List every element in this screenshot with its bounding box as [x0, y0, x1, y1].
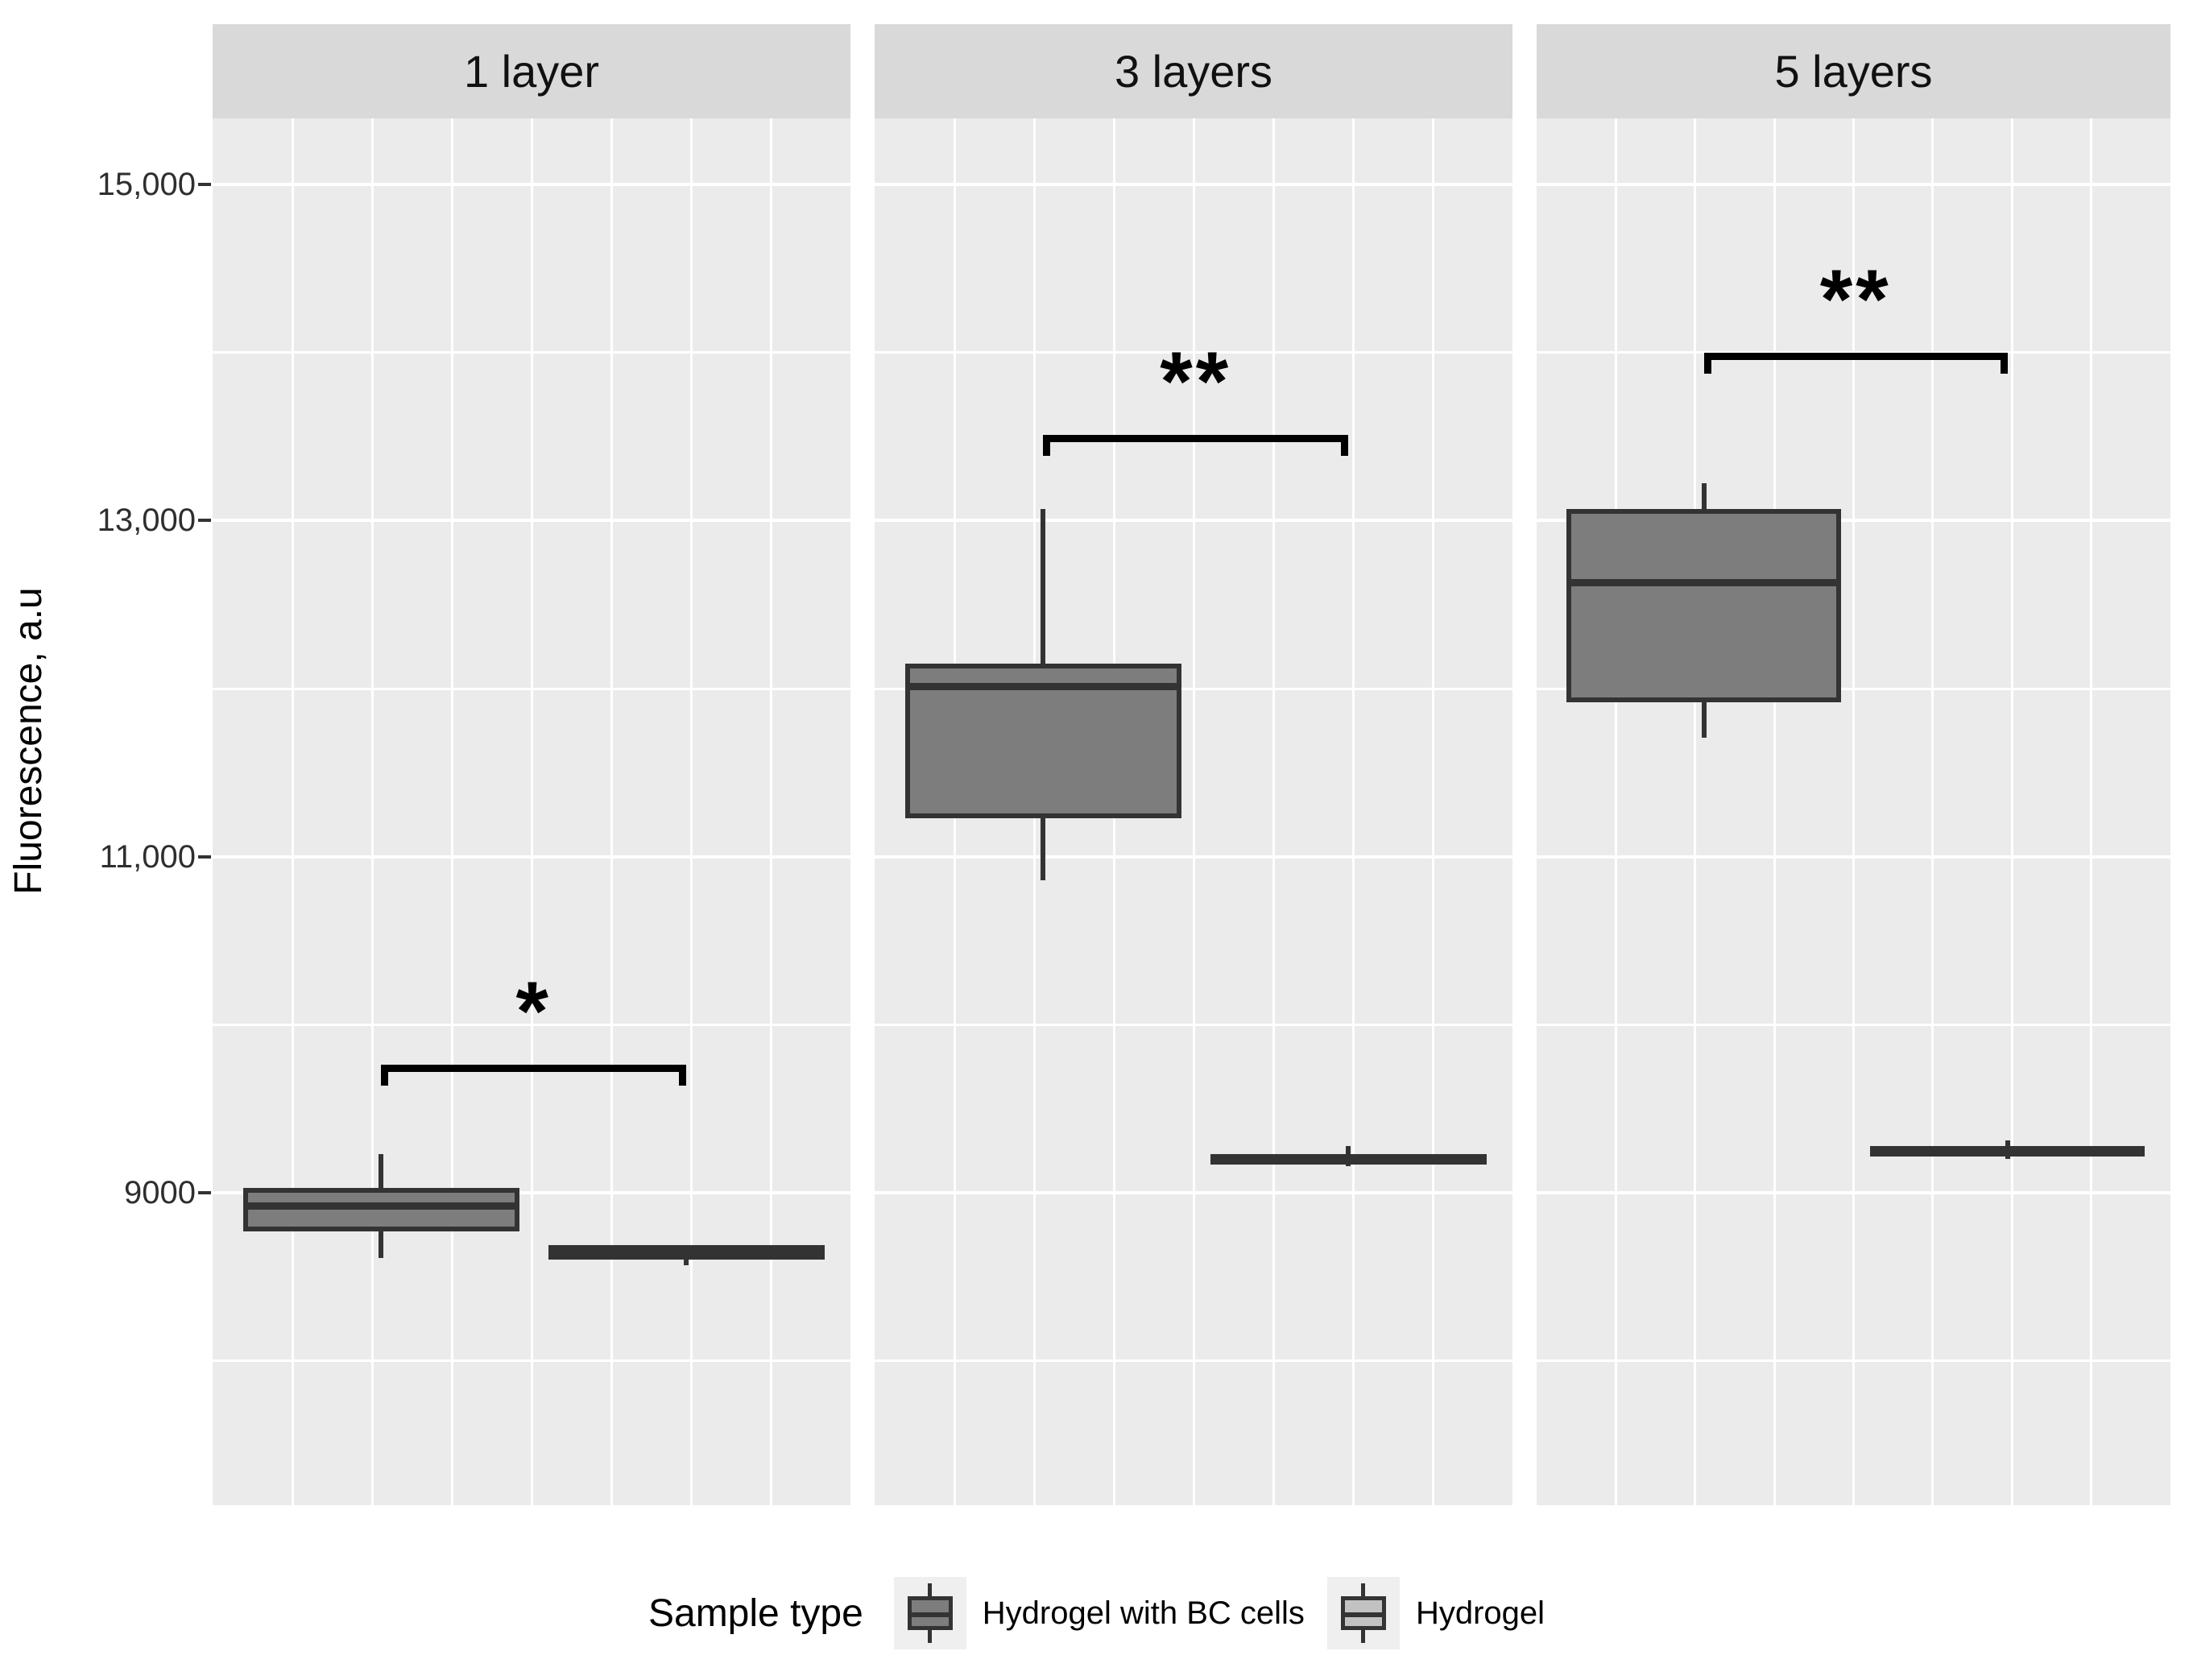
boxplot-hydrogel-with-bc-cells — [1566, 508, 1842, 702]
gridline-minor-8000 — [875, 1359, 1512, 1363]
gridline-minor-14000 — [213, 351, 850, 354]
gridline-major-13000 — [1537, 519, 2170, 523]
gridline-vertical — [689, 118, 693, 1505]
legend-key-box — [907, 1596, 953, 1630]
significance-label-1-layer: * — [515, 965, 552, 1059]
gridline-minor-12000 — [1537, 687, 2170, 690]
legend-entry-hydrogel-with-bc-cells: Hydrogel with BC cells — [893, 1577, 1305, 1649]
legend-key-hydrogel — [1326, 1577, 1400, 1649]
y-tick-label-11000: 11,000 — [99, 838, 196, 875]
boxplot-hydrogel — [1870, 1145, 2145, 1157]
gridline-major-11000 — [1537, 854, 2170, 859]
gridline-vertical — [1272, 118, 1275, 1505]
significance-bracket-3-layers — [1043, 434, 1349, 456]
gridline-vertical — [291, 118, 294, 1505]
legend-entry-label: Hydrogel — [1415, 1595, 1545, 1631]
gridline-major-11000 — [213, 854, 850, 859]
boxplot-hydrogel-with-bc-cells-median — [247, 1202, 515, 1210]
gridline-vertical — [1773, 118, 1776, 1505]
gridline-minor-14000 — [875, 351, 1512, 354]
gridline-major-9000 — [1537, 1191, 2170, 1194]
significance-label-3-layers: ** — [1160, 334, 1232, 428]
gridline-vertical — [1852, 118, 1855, 1505]
y-tick-mark-9000 — [198, 1191, 211, 1194]
gridline-major-9000 — [875, 1191, 1512, 1194]
gridline-vertical — [530, 118, 533, 1505]
legend-title: Sample type — [648, 1591, 863, 1635]
boxplot-hydrogel-with-bc-cells — [242, 1187, 519, 1231]
gridline-vertical — [1351, 118, 1355, 1505]
gridline-major-9000 — [213, 1191, 850, 1194]
gridline-minor-12000 — [213, 687, 850, 690]
facet-panel-1-layer: * — [213, 118, 850, 1505]
significance-label-5-layers: ** — [1819, 252, 1892, 346]
gridline-vertical — [450, 118, 453, 1505]
facet-strip-label: 5 layers — [1774, 46, 1933, 97]
gridline-minor-8000 — [213, 1359, 850, 1363]
legend-key-median — [1344, 1612, 1382, 1617]
y-tick-mark-15000 — [198, 183, 211, 186]
gridline-major-15000 — [1537, 183, 2170, 186]
boxplot-hydrogel — [1210, 1154, 1487, 1165]
y-tick-label-9000: 9000 — [124, 1175, 196, 1210]
legend-key-hydrogel-with-bc-cells — [893, 1577, 966, 1649]
gridline-vertical — [370, 118, 374, 1505]
facet-panel-5-layers: ** — [1537, 118, 2170, 1505]
gridline-minor-8000 — [1537, 1359, 2170, 1363]
legend-entry-hydrogel: Hydrogel — [1326, 1577, 1545, 1649]
gridline-major-15000 — [875, 183, 1512, 186]
gridline-minor-12000 — [875, 687, 1512, 690]
gridline-major-11000 — [875, 854, 1512, 859]
y-tick-label-13000: 13,000 — [97, 503, 196, 539]
gridline-minor-10000 — [875, 1023, 1512, 1026]
boxplot-hydrogel-median — [552, 1249, 820, 1257]
significance-bracket-5-layers — [1703, 352, 2008, 374]
gridline-major-13000 — [875, 519, 1512, 523]
y-tick-label-15000: 15,000 — [97, 167, 196, 202]
gridline-vertical — [1614, 118, 1617, 1505]
plot-area: 9000 11,000 13,000 15,000 1 layer * 3 layers **… — [97, 24, 2170, 1505]
facet-strip-label: 1 layer — [463, 46, 600, 97]
gridline-vertical — [1192, 118, 1195, 1505]
gridline-vertical — [2090, 118, 2093, 1505]
gridline-vertical — [1431, 118, 1434, 1505]
y-tick-mark-13000 — [198, 519, 211, 523]
facet-strip-3-layers: 3 layers — [875, 24, 1512, 118]
gridline-vertical — [1694, 118, 1697, 1505]
gridline-vertical — [2010, 118, 2013, 1505]
gridline-major-13000 — [213, 519, 850, 523]
legend-key-box — [1340, 1596, 1386, 1630]
gridline-minor-10000 — [213, 1023, 850, 1026]
gridline-minor-10000 — [1537, 1023, 2170, 1026]
significance-bracket-1-layer — [381, 1065, 687, 1086]
facet-strip-5-layers: 5 layers — [1537, 24, 2170, 118]
gridline-vertical — [610, 118, 613, 1505]
boxplot-hydrogel — [548, 1244, 825, 1260]
boxplot-hydrogel-with-bc-cells — [904, 663, 1181, 818]
boxplot-hydrogel-with-bc-cells-median — [909, 683, 1177, 691]
legend-entry-label: Hydrogel with BC cells — [982, 1595, 1305, 1631]
facet-strip-label: 3 layers — [1114, 46, 1273, 97]
facet-panel-3-layers: ** — [875, 118, 1512, 1505]
facet-strip-1-layer: 1 layer — [213, 24, 850, 118]
legend: Sample type Hydrogel with BC cells Hydrog… — [0, 1554, 2193, 1672]
gridline-vertical — [769, 118, 772, 1505]
legend-key-median — [911, 1612, 949, 1617]
gridline-vertical — [1931, 118, 1934, 1505]
gridline-major-15000 — [213, 183, 850, 186]
boxplot-hydrogel-with-bc-cells-median — [1571, 579, 1837, 587]
y-tick-mark-11000 — [198, 854, 211, 859]
